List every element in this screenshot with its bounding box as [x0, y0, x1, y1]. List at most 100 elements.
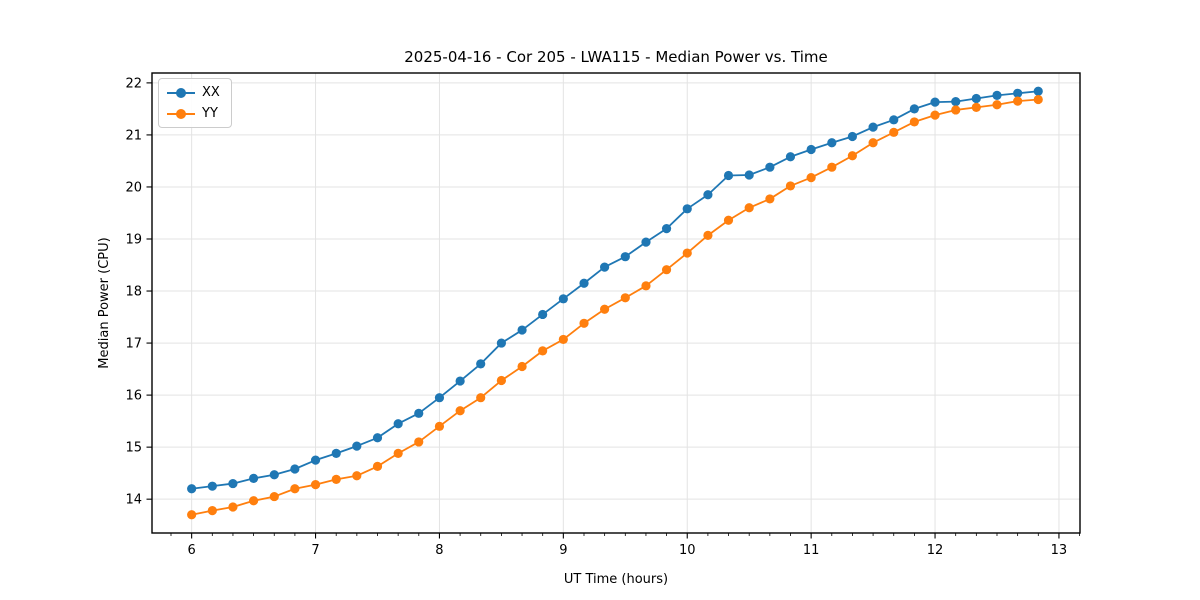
series-xx-marker: [827, 138, 837, 148]
y-tick-label: 16: [125, 389, 142, 404]
series-yy-marker: [744, 203, 754, 213]
series-yy-marker: [331, 474, 341, 485]
legend-item-yy: YY: [167, 104, 220, 123]
series-xx-marker: [785, 152, 796, 162]
series-xx-marker: [1013, 88, 1023, 98]
series-xx-marker: [558, 294, 568, 304]
series-xx-marker: [496, 338, 506, 348]
y-tick-label: 17: [125, 337, 142, 352]
series-xx-marker: [538, 309, 548, 320]
series-xx-marker: [1033, 86, 1043, 96]
series-yy-marker: [393, 448, 403, 458]
legend-label-xx: XX: [202, 85, 220, 100]
series-xx-marker: [847, 131, 857, 142]
series-xx-marker: [723, 170, 734, 181]
series-xx-marker: [579, 278, 589, 288]
series-xx-marker: [207, 481, 217, 491]
series-yy-marker: [806, 172, 816, 183]
series-yy-marker: [930, 110, 940, 120]
x-tick-label: 11: [803, 543, 820, 558]
series-xx-marker: [889, 115, 899, 125]
series-yy-marker: [723, 215, 734, 225]
series-xx-marker: [703, 190, 713, 200]
y-tick-label: 14: [125, 493, 142, 508]
series-xx-marker: [455, 376, 465, 386]
series-yy-marker: [971, 102, 981, 112]
series-xx-marker: [331, 448, 341, 458]
series-yy-marker: [372, 461, 383, 471]
series-xx-marker: [806, 144, 816, 155]
series-yy-marker: [889, 127, 899, 137]
series-yy-marker: [785, 181, 796, 191]
series-yy-marker: [682, 248, 692, 258]
xx-series-swatch-icon: [167, 87, 195, 98]
series-xx-marker: [992, 90, 1002, 100]
series-yy-marker: [847, 151, 857, 161]
series-xx-marker: [269, 470, 279, 480]
series-yy-marker: [579, 318, 589, 328]
series-yy-marker: [517, 361, 527, 372]
y-axis-label-text: Median Power (CPU): [97, 237, 112, 369]
series-yy-marker: [703, 230, 713, 240]
series-yy-marker: [496, 375, 506, 386]
series-yy-marker: [476, 393, 486, 403]
series-yy-marker: [290, 484, 300, 494]
series-yy-marker: [600, 304, 610, 314]
series-xx-marker: [661, 223, 672, 234]
series-xx-marker: [187, 484, 197, 494]
series-xx-marker: [682, 204, 692, 214]
series-yy-marker: [909, 117, 919, 127]
series-xx-marker: [620, 252, 630, 262]
series-xx-marker: [228, 478, 238, 489]
series-yy-marker: [1013, 96, 1023, 106]
y-tick-label: 15: [125, 441, 142, 456]
y-tick-label: 18: [125, 285, 142, 300]
series-xx-marker: [248, 473, 259, 483]
series-xx-marker: [971, 93, 981, 104]
series-xx-marker: [352, 441, 362, 451]
series-xx-marker: [517, 325, 527, 335]
series-yy-marker: [455, 406, 465, 416]
x-tick-label: 13: [1051, 543, 1068, 558]
y-tick-label: 19: [125, 232, 142, 247]
series-xx-marker: [909, 104, 919, 114]
legend-item-xx: XX: [167, 83, 220, 102]
series-yy-marker: [207, 506, 217, 516]
y-tick-label: 22: [125, 76, 142, 91]
series-xx-marker: [372, 433, 383, 443]
series-yy-marker: [434, 421, 445, 431]
series-xx-marker: [476, 359, 486, 369]
series-xx-marker: [951, 97, 961, 107]
series-yy-marker: [414, 437, 424, 447]
series-yy-marker: [620, 293, 630, 303]
series-yy-marker: [1033, 94, 1043, 105]
series-yy-marker: [951, 105, 961, 115]
series-yy-marker: [827, 162, 837, 172]
series-yy-marker: [868, 138, 878, 148]
series-xx-marker: [310, 455, 321, 465]
series-yy-marker: [641, 281, 651, 291]
series-yy-marker: [187, 510, 197, 520]
series-yy-marker: [228, 502, 238, 512]
x-tick-label: 9: [559, 543, 567, 558]
x-axis-label: UT Time (hours): [563, 572, 669, 587]
legend-label-yy: YY: [202, 106, 218, 121]
series-yy-marker: [269, 491, 279, 502]
series-yy-line: [191, 98, 1039, 516]
x-tick-label: 12: [927, 543, 944, 558]
x-tick-label: 6: [188, 543, 196, 558]
series-xx-marker: [434, 393, 445, 403]
series-xx-marker: [290, 464, 300, 474]
series-xx-marker: [393, 419, 403, 429]
y-tick-label: 20: [125, 180, 142, 195]
axes-frame: [151, 72, 1081, 534]
series-xx-marker: [414, 408, 424, 418]
series-yy-marker: [310, 480, 321, 490]
series-yy-marker: [558, 334, 568, 345]
series-xx-marker: [744, 170, 754, 180]
x-tick-label: 8: [435, 543, 443, 558]
series-xx-marker: [868, 122, 878, 132]
chart-title: 2025-04-16 - Cor 205 - LWA115 - Median P…: [404, 48, 828, 66]
